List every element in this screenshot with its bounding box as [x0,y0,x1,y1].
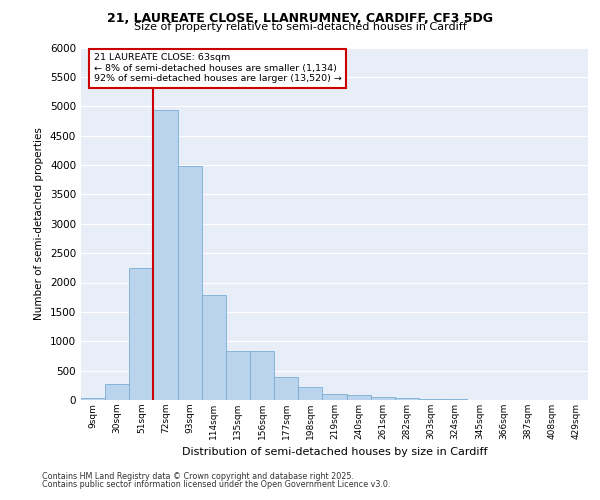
Bar [178,166,202,400]
Bar [81,398,105,400]
Bar [347,396,371,400]
Bar [395,398,419,400]
Bar [371,397,395,400]
Text: 21, LAUREATE CLOSE, LLANRUMNEY, CARDIFF, CF3 5DG: 21, LAUREATE CLOSE, LLANRUMNEY, CARDIFF,… [107,12,493,26]
Text: Contains public sector information licensed under the Open Government Licence v3: Contains public sector information licen… [42,480,391,489]
Bar [129,268,154,400]
Text: Contains HM Land Registry data © Crown copyright and database right 2025.: Contains HM Land Registry data © Crown c… [42,472,354,481]
Bar [105,384,129,400]
Bar [322,394,347,400]
Bar [298,388,322,400]
Bar [419,399,443,400]
X-axis label: Distribution of semi-detached houses by size in Cardiff: Distribution of semi-detached houses by … [182,448,487,458]
Text: 21 LAUREATE CLOSE: 63sqm
← 8% of semi-detached houses are smaller (1,134)
92% of: 21 LAUREATE CLOSE: 63sqm ← 8% of semi-de… [94,54,341,83]
Bar [154,110,178,400]
Bar [202,295,226,400]
Bar [274,377,298,400]
Y-axis label: Number of semi-detached properties: Number of semi-detached properties [34,128,44,320]
Bar [250,350,274,400]
Text: Size of property relative to semi-detached houses in Cardiff: Size of property relative to semi-detach… [134,22,466,32]
Bar [226,350,250,400]
